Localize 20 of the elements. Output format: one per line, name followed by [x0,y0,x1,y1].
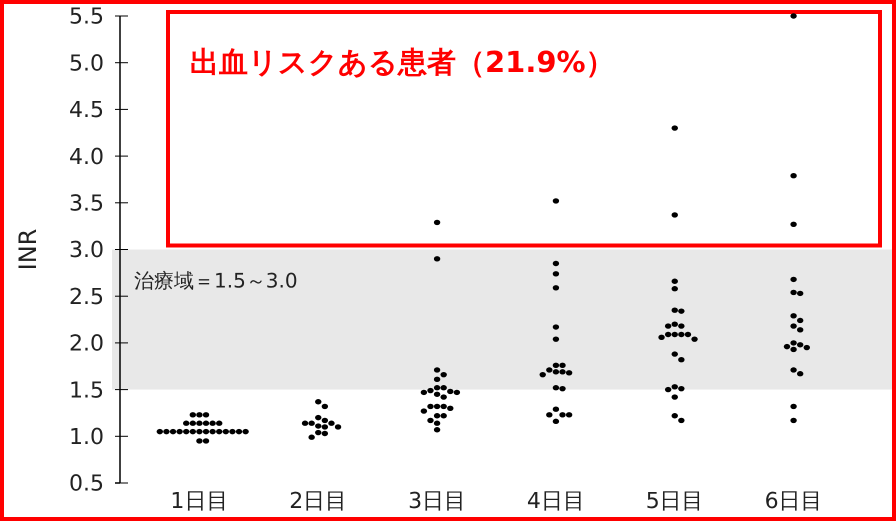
y-tick-label: 3.0 [69,238,104,264]
y-tick-label: 4.5 [69,98,104,124]
x-tick-label: 6日目 [764,489,823,514]
y-tick-label: 2.0 [69,332,104,357]
y-tick-label: 5.5 [69,4,104,30]
x-tick-label: 2日目 [289,489,348,514]
x-tick-label: 4日目 [526,489,585,514]
y-tick-label: 5.0 [69,51,104,76]
annotation: 出血リスクある患者（21.9%） [190,45,615,79]
y-tick-label: 1.5 [69,378,104,404]
y-tick-label: 4.0 [69,144,104,170]
x-tick-label: 3日目 [408,489,466,514]
y-tick-label: 2.5 [69,284,104,310]
band-label: 治療域＝1.5～3.0 [134,268,298,292]
y-tick-label: 0.5 [69,472,104,497]
y-tick-label: 1.0 [69,425,104,450]
y-axis-title: INR [14,228,42,270]
x-tick-label: 5日目 [646,489,704,514]
y-tick-label: 3.5 [69,192,104,216]
x-tick-label: 1日目 [170,489,228,514]
